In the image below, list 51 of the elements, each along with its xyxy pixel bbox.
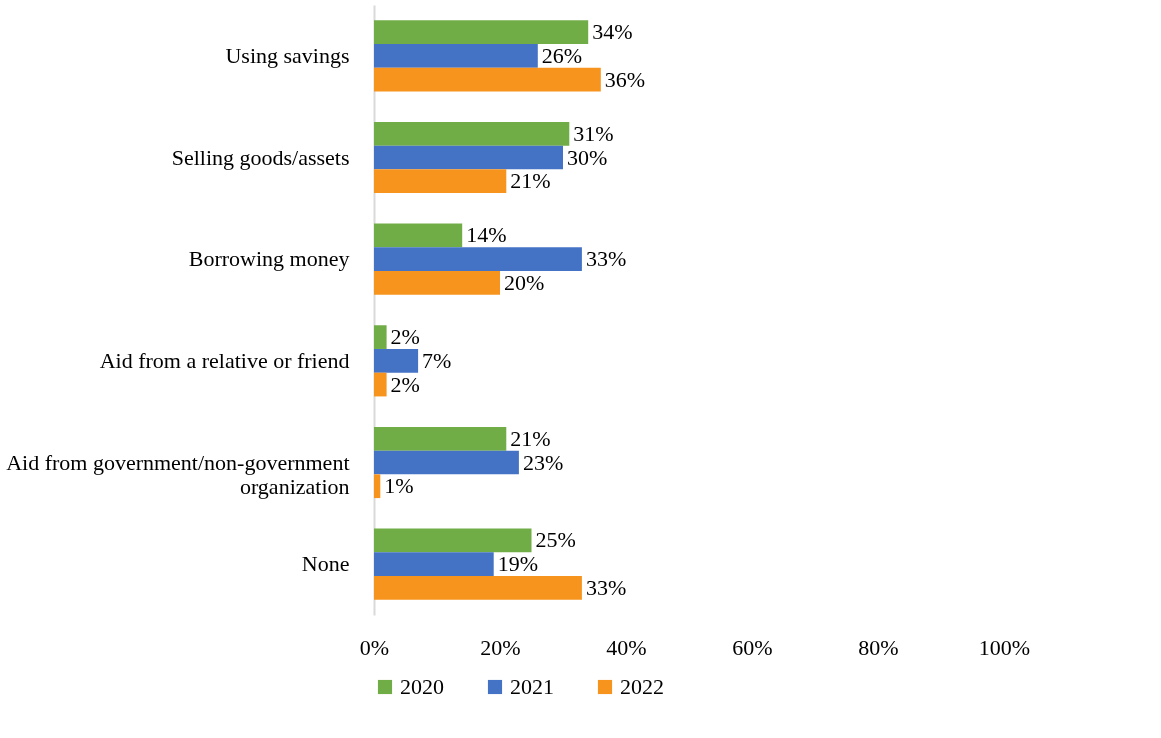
data-label: 26% xyxy=(541,42,583,68)
y-tick-label: Using savings xyxy=(225,42,350,68)
bar xyxy=(374,43,538,68)
x-tick-label: 60% xyxy=(732,634,773,660)
data-label: 21% xyxy=(510,425,551,451)
data-label: 33% xyxy=(585,574,627,600)
bar xyxy=(374,271,500,295)
bar xyxy=(374,67,601,92)
bar xyxy=(374,576,582,600)
x-tick-label: 80% xyxy=(858,634,899,660)
bar xyxy=(374,474,381,499)
data-label: 2% xyxy=(390,371,420,397)
bar xyxy=(374,552,494,577)
bar xyxy=(374,247,582,272)
data-label: 1% xyxy=(384,473,414,499)
x-tick-label: 40% xyxy=(606,634,647,660)
bar xyxy=(374,450,519,475)
data-label: 31% xyxy=(573,120,614,146)
data-label: 33% xyxy=(585,246,627,272)
bar xyxy=(374,528,532,553)
bar xyxy=(374,121,570,146)
y-tick-label: Aid from a relative or friend xyxy=(99,347,350,373)
y-tick-label: None xyxy=(301,551,350,577)
data-label: 21% xyxy=(510,168,551,194)
bar xyxy=(374,169,507,194)
data-label: 7% xyxy=(422,347,452,373)
y-tick-label: Aid from government/non-government organization xyxy=(6,449,350,499)
legend-label: 2020 xyxy=(400,674,444,699)
data-label: 30% xyxy=(567,144,608,170)
legend-label: 2021 xyxy=(510,674,554,699)
bar xyxy=(374,348,419,373)
y-tick-label: Selling goods/assets xyxy=(171,144,350,170)
x-tick-label: 100% xyxy=(978,634,1031,660)
bar xyxy=(374,325,387,349)
bar xyxy=(374,223,463,248)
bar xyxy=(374,145,563,170)
x-tick-label: 20% xyxy=(480,634,521,660)
x-tick-label: 0% xyxy=(359,634,390,660)
data-label: 25% xyxy=(535,527,576,553)
data-label: 19% xyxy=(497,551,539,577)
data-label: 2% xyxy=(390,324,420,350)
bar xyxy=(374,372,387,397)
data-label: 20% xyxy=(504,269,545,295)
data-label: 34% xyxy=(592,19,633,45)
data-label: 23% xyxy=(522,449,564,475)
data-label: 36% xyxy=(604,66,646,92)
legend-label: 2022 xyxy=(620,674,664,699)
data-label: 14% xyxy=(466,222,507,248)
bar xyxy=(374,20,589,44)
y-tick-label: Borrowing money xyxy=(188,246,350,272)
bar xyxy=(374,426,507,451)
